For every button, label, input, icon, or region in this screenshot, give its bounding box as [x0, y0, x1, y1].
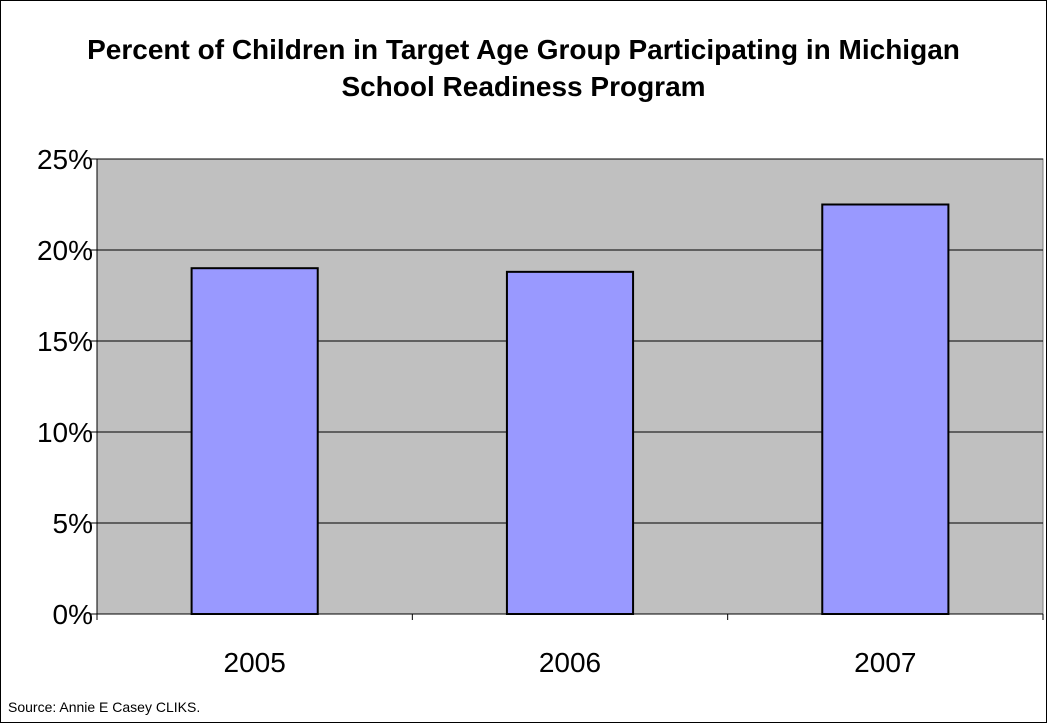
y-tick-label-10: 10%	[37, 417, 93, 448]
y-tick-label-25: 25%	[37, 144, 93, 175]
source-note: Source: Annie E Casey CLIKS.	[8, 699, 201, 715]
x-tick-label-2006: 2006	[539, 647, 601, 678]
bars	[190, 203, 950, 615]
bar-2007	[821, 203, 950, 615]
x-tick-label-2005: 2005	[224, 647, 286, 678]
y-tick-label-0: 0%	[53, 599, 93, 630]
chart-title: Percent of Children in Target Age Group …	[1, 31, 1046, 105]
bar-2006	[505, 270, 635, 615]
y-tick-labels: 0% 5% 10% 15% 20% 25%	[37, 144, 93, 630]
y-tick-label-5: 5%	[53, 508, 93, 539]
chart-title-line-1: Percent of Children in Target Age Group …	[87, 34, 960, 65]
y-tick-label-15: 15%	[37, 326, 93, 357]
y-tick-label-20: 20%	[37, 235, 93, 266]
axes	[91, 158, 1044, 620]
bar-2005	[190, 267, 319, 615]
x-tick-label-2007: 2007	[854, 647, 916, 678]
x-tick-labels: 2005 2006 2007	[224, 647, 917, 678]
chart-title-line-2: School Readiness Program	[341, 71, 706, 102]
